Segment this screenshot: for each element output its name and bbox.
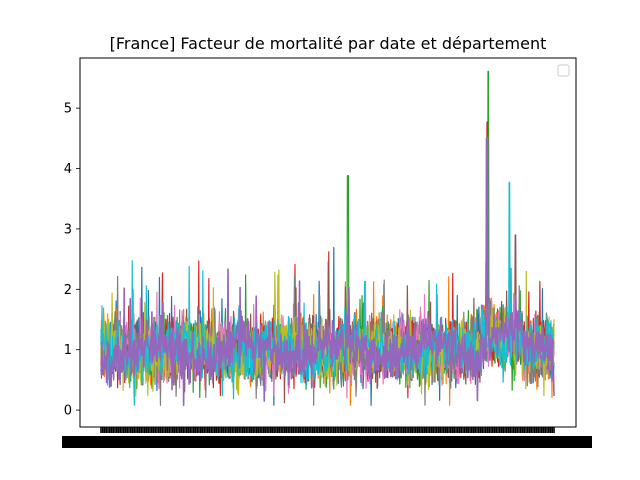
- y-tick-label: 3: [64, 222, 72, 237]
- legend-box: [557, 64, 570, 77]
- y-tick-label: 5: [64, 102, 72, 117]
- series-layer: [100, 70, 555, 407]
- series-line: [100, 137, 555, 407]
- x-tick-labels-overlap: [62, 436, 592, 448]
- chart-title: [France] Facteur de mortalité par date e…: [110, 34, 547, 53]
- x-axis: [62, 427, 592, 448]
- y-axis: 0 1 2 3 4 5: [64, 102, 80, 419]
- y-tick-label: 0: [64, 404, 72, 419]
- y-tick-label: 4: [64, 162, 72, 177]
- y-tick-label: 2: [64, 283, 72, 298]
- y-tick-label: 1: [64, 343, 72, 358]
- legend: [557, 64, 570, 77]
